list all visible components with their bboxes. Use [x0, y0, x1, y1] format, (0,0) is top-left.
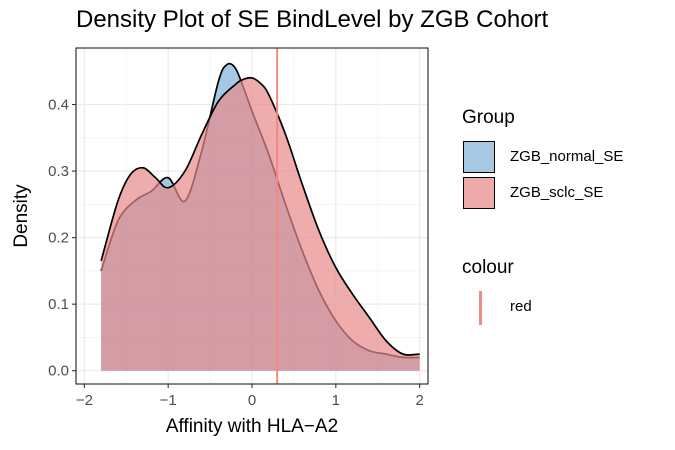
chart-title: Density Plot of SE BindLevel by ZGB Coho…	[76, 6, 549, 33]
y-tick-label: 0.4	[48, 97, 69, 114]
x-tick-label: 0	[248, 392, 256, 409]
legend-key-sclc	[463, 177, 495, 209]
y-axis: 0.0 0.1 0.2 0.3 0.4	[48, 97, 76, 380]
density-area-sclc-outline	[100, 76, 420, 356]
density-areas	[100, 62, 420, 371]
legend-label-sclc: ZGB_sclc_SE	[510, 184, 604, 201]
y-tick-label: 0.2	[48, 230, 69, 247]
x-axis: −2 −1 0 1 2	[76, 384, 424, 409]
legend-label-normal: ZGB_normal_SE	[510, 148, 624, 165]
legend-group-title: Group	[462, 107, 515, 128]
y-tick-label: 0.0	[48, 363, 69, 380]
x-tick-label: −1	[160, 392, 177, 409]
y-axis-title: Density	[11, 184, 32, 248]
y-tick-label: 0.3	[48, 163, 69, 180]
legend-key-normal	[463, 141, 495, 173]
density-area-sclc	[101, 77, 420, 371]
y-tick-label: 0.1	[48, 296, 69, 313]
x-tick-label: 2	[415, 392, 423, 409]
x-tick-label: 1	[332, 392, 340, 409]
legend-key-red-line	[479, 291, 482, 325]
x-axis-title: Affinity with HLA−A2	[166, 416, 338, 437]
legend-colour-title: colour	[462, 257, 514, 278]
x-tick-label: −2	[76, 392, 93, 409]
legend-label-red: red	[510, 298, 532, 315]
